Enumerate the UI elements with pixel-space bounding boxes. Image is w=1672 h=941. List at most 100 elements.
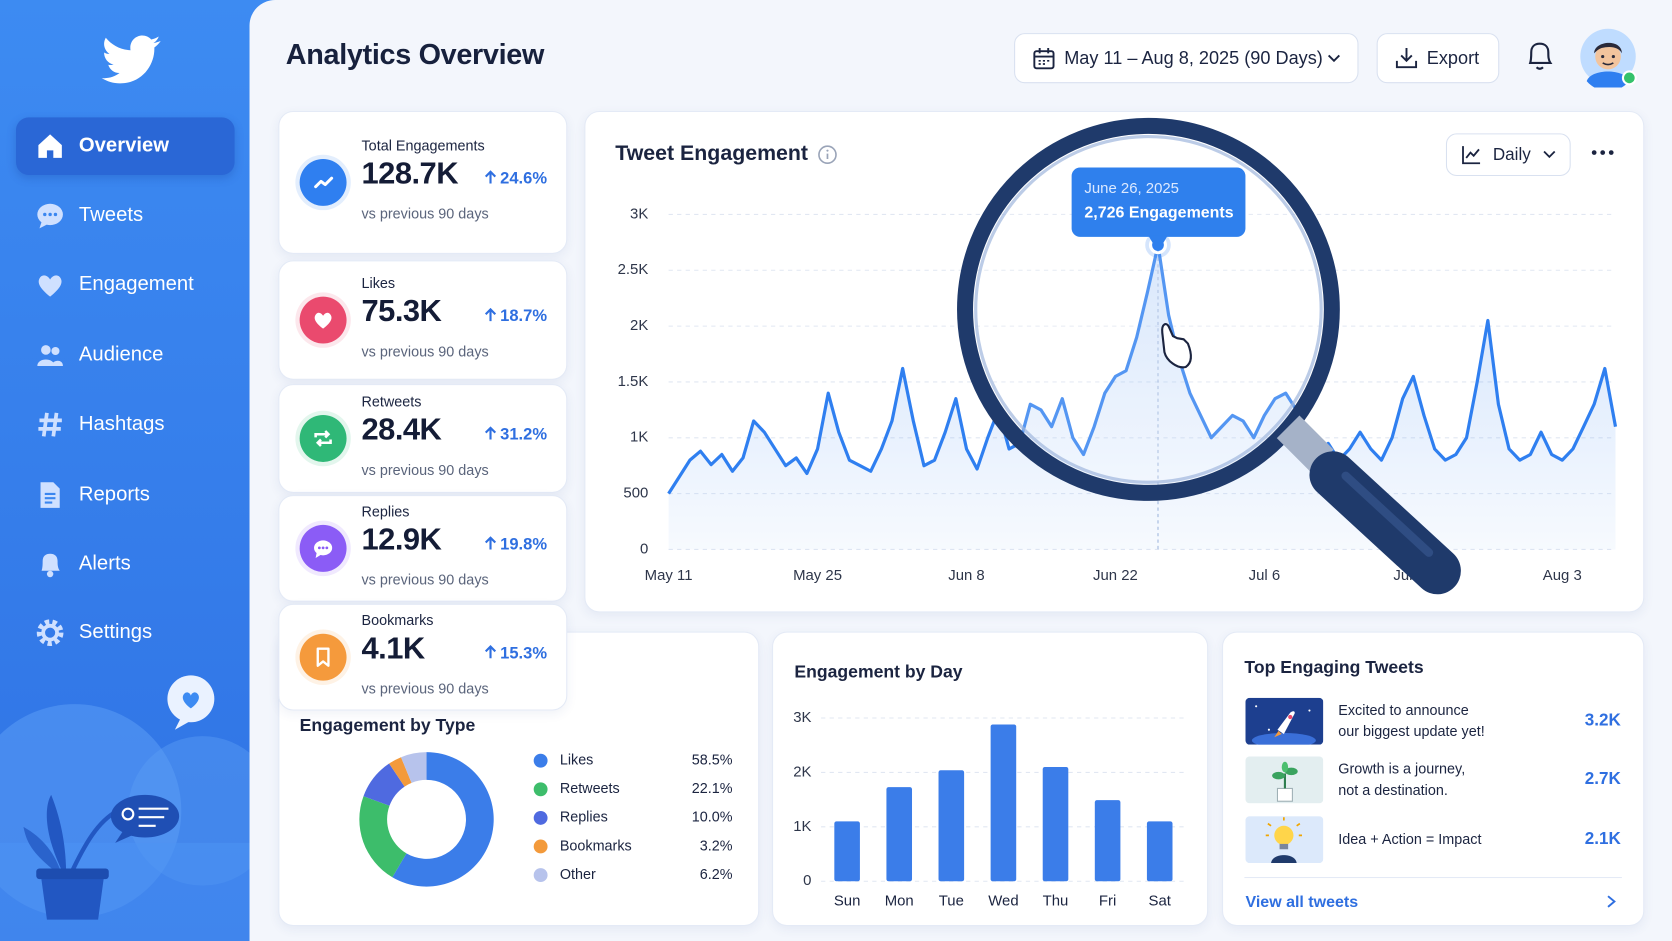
thumbnail-art: [1245, 756, 1324, 804]
logo: [101, 35, 161, 84]
nav-item[interactable]: Overview: [15, 117, 235, 175]
decoration: [1251, 732, 1316, 745]
kpi-change-wrap: 15.3%: [484, 644, 547, 663]
decoration: [1284, 767, 1298, 776]
decoration: [115, 830, 135, 843]
engagement-day-card: Engagement by Day: [772, 631, 1209, 927]
kpi-value: 128.7K: [361, 156, 459, 191]
kpi-glyph: [314, 176, 334, 189]
kpi-icon: [299, 158, 347, 206]
decoration: [1611, 54, 1615, 59]
kpi-change-wrap: 24.6%: [484, 170, 547, 189]
download-icon: [1395, 48, 1418, 69]
kpi-value: 28.4K: [361, 412, 442, 448]
decoration: [41, 553, 60, 571]
decoration: [1288, 714, 1293, 720]
nav-item[interactable]: Tweets: [16, 187, 235, 245]
kpi-title: Bookmarks: [361, 612, 434, 629]
kpi-card: Bookmarks 4.1K 15.3% vs previous 90 days: [278, 603, 568, 711]
decoration: [321, 546, 325, 550]
decoration: [138, 807, 169, 827]
tweet-engagements: 2.7K: [1584, 770, 1621, 789]
decoration: [174, 716, 192, 730]
nav-item[interactable]: Engagement: [16, 256, 235, 314]
chevron-right: [1607, 895, 1616, 908]
tweet-thumbnail: [1245, 697, 1324, 745]
decoration: [1267, 728, 1270, 731]
view-all-link[interactable]: View all tweets: [1245, 892, 1359, 912]
sidebar-illustration: [0, 675, 278, 941]
kpi-note: vs previous 90 days: [361, 205, 489, 222]
decoration: [1594, 42, 1622, 54]
decoration: [1038, 59, 1050, 65]
nav-label: Audience: [78, 343, 164, 366]
notifications-bell[interactable]: [1525, 41, 1555, 73]
up-arrow: [485, 426, 497, 440]
kpi-note: vs previous 90 days: [361, 680, 489, 697]
period-select[interactable]: Daily: [1445, 133, 1571, 177]
nav-label: Hashtags: [78, 412, 165, 436]
decoration: [36, 868, 109, 880]
nav-label: Alerts: [78, 552, 131, 576]
decoration: [1543, 150, 1556, 159]
nav-label: Engagement: [78, 273, 194, 296]
decoration: [314, 312, 332, 329]
decoration: [53, 212, 58, 217]
decoration: [41, 345, 51, 355]
nav-item[interactable]: Audience: [16, 326, 235, 384]
decoration: [1528, 42, 1553, 65]
up-arrow: [485, 307, 497, 322]
decoration: [1600, 150, 1606, 155]
decoration: [1279, 843, 1289, 850]
decoration: [1033, 50, 1055, 70]
chart-title: Engagement by Type: [299, 715, 476, 736]
nav-label: Settings: [78, 620, 153, 644]
thumbnail-art: [1245, 816, 1324, 864]
decoration: [51, 346, 60, 356]
tweet-engagements: 3.2K: [1584, 711, 1621, 730]
decoration: [325, 546, 329, 550]
nav-item[interactable]: Settings: [16, 604, 235, 662]
decoration: [1274, 825, 1294, 845]
decoration: [46, 794, 67, 875]
nav-icon: [40, 482, 60, 508]
nav-item[interactable]: Hashtags: [16, 396, 235, 454]
user-avatar[interactable]: [1578, 28, 1638, 88]
decoration: [1272, 771, 1285, 780]
tweet-text: Excited to announce our biggest update y…: [1338, 702, 1485, 740]
kpi-glyph: [316, 647, 330, 667]
nav-icon: [38, 134, 62, 158]
kpi-card: Retweets 28.4K 31.2% vs previous 90 days: [278, 384, 568, 493]
info-icon[interactable]: [817, 144, 838, 165]
export-text: Export: [1426, 48, 1480, 69]
tweet-row[interactable]: Excited to announce our biggest update y…: [1223, 697, 1643, 745]
tweet-row[interactable]: Growth is a journey, not a destination. 2…: [1223, 756, 1643, 804]
decoration: [818, 145, 837, 165]
date-range-picker[interactable]: May 11 – Aug 8, 2025 (90 Days): [1014, 33, 1359, 84]
tweet-row[interactable]: Idea + Action = Impact 2.1K: [1223, 816, 1643, 864]
decoration: [1535, 66, 1544, 70]
decoration: [1274, 730, 1282, 738]
decoration: [1595, 43, 1621, 70]
engagement-chart-card: Tweet Engagement Daily: [584, 110, 1645, 613]
decoration: [1586, 71, 1630, 88]
nav-item[interactable]: Alerts: [16, 536, 235, 594]
tweet-thumbnail: [1245, 756, 1324, 804]
decoration: [1271, 855, 1297, 864]
more-menu[interactable]: [1591, 148, 1614, 157]
kpi-change: 19.8%: [500, 535, 548, 554]
decoration: [40, 482, 60, 508]
decoration: [1276, 787, 1293, 802]
export-button[interactable]: Export: [1376, 33, 1500, 84]
decoration: [317, 546, 321, 550]
kpi-note: vs previous 90 days: [361, 343, 489, 360]
decoration: [36, 619, 64, 647]
decoration: [41, 623, 59, 642]
decoration: [826, 149, 829, 152]
decoration: [314, 176, 334, 189]
up-arrow: [485, 645, 497, 659]
decoration: [23, 826, 62, 875]
nav-item[interactable]: Reports: [16, 466, 235, 524]
